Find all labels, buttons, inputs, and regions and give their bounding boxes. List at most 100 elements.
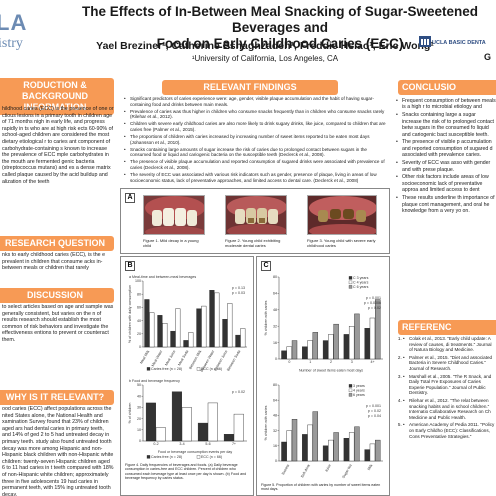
bar [201,305,207,348]
y-axis-label: % of children [128,403,132,424]
chart-title: a Meal-time and between-meal beverages [129,275,196,279]
authors: Yael Breziner¹, Catherine Eshaghzadeh¹, … [96,40,434,52]
why-relevant-text: ood caries (ECC) affect populations acro… [2,406,114,496]
legend-swatch [348,285,353,289]
x-tick-label: 5-6 [205,442,210,446]
x-tick-label: Meal Milk [139,349,150,364]
bar [183,340,189,348]
bar [162,323,168,348]
x-tick-label: Sweets [281,463,290,475]
ucla-basic-dental-logo: UCLA BASIC DENTA G [418,30,496,64]
conclusion-item: Snacks containing large a sugar increase… [396,112,496,138]
p-value-label: p = 0.001 [366,404,381,408]
conclusion-item: Other risk factors include areas of low … [396,174,496,193]
title-line-1: The Effects of In-Between Meal Snacking … [81,4,479,35]
conclusion-item: The presence of visible p accumulation a… [396,139,496,158]
x-tick-label: Meal Juice [164,350,176,367]
x-tick-label: 4+ [371,360,375,364]
bar [145,402,156,442]
references-header: REFERENC [398,320,496,335]
right-column: CONCLUSIO Frequent consumption of betwee… [392,72,496,496]
x-tick-label: Meal Water [151,349,164,367]
bar [364,449,370,462]
bar [157,315,163,348]
y-tick-label: 0 [139,439,141,443]
x-tick-label: 3-4 [179,442,184,446]
ucla-tower-icon [419,36,431,47]
left-column: RODUCTION & BACKGROUND INFORMATION hildh… [0,72,116,496]
bar [302,346,308,360]
legend-label: ECC (n = 66) [201,367,222,371]
findings-list: Significant predictors of caries experie… [124,96,388,184]
fig4-caption: Figure 4. Daily frequencies of beverages… [125,463,247,480]
legend-swatch [348,280,353,285]
title-line-2: Food on Early Childhood Caries (ECC) [156,36,404,51]
logo-left-sub: istry [0,36,23,51]
research-question-header: RESEARCH QUESTION [0,236,114,251]
chart-food-frequency: b Food and beverage frequency 0 10 20 30 40 50… [128,379,247,459]
conclusion-item: These results underline th importance of… [396,195,496,214]
bar [369,443,376,462]
x-tick-label: 0-2 [153,442,158,446]
bar [235,334,241,348]
x-tick-label: Meal Soda [177,350,189,367]
legend-label: Caries free (n = 28) [151,455,182,459]
tooth-photo-mild [143,195,205,235]
finding-item: The presence of visible plaque accumulat… [124,159,388,170]
y-tick-label: 64 [273,398,277,402]
bar [322,340,329,360]
y-tick-label: 80 [273,275,277,279]
legend-swatch [146,455,151,459]
research-question-text: nks to early childhood caries (ECC), is … [2,252,106,272]
x-axis-label: Number of sweet items eaten most days [299,369,363,373]
discussion-header: DISCUSSION [0,288,114,303]
bar [181,407,192,442]
bar [312,411,319,462]
y-tick-label: 100 [135,279,141,283]
legend-label: C 4 years [353,281,369,285]
legend-label: Caries free (n = 28) [151,367,182,371]
bar [291,340,298,360]
y-tick-label: 50 [137,383,141,387]
y-tick-label: 32 [273,324,277,328]
bar [333,432,339,462]
bar [343,438,350,462]
x-tick-label: Juice [324,463,332,472]
y-tick-label: 0 [275,459,277,463]
bar [281,441,287,462]
reference-item: Marshall et al., 2005. "The R Snack, and… [403,374,496,396]
legend-swatch [196,455,201,459]
bar [333,323,339,360]
chart-title: b Food and beverage frequency [129,379,180,383]
bar [171,391,182,442]
panel-b: B a Meal-time and between-meal beverages… [120,256,254,496]
bar [240,328,246,348]
bar [307,340,313,360]
y-tick-label: 32 [273,429,277,433]
logo-left-text: LA [0,10,28,35]
x-tick-label: 0 [288,360,290,364]
x-tick-label: 7+ [232,442,236,446]
y-tick-label: 40 [137,319,141,323]
p-value-label: p = 0.13 [232,286,245,290]
finding-item: Children with severe early childhood car… [124,121,388,132]
fig1-caption: Figure 1. Mild decay in a young child [143,238,199,248]
legend-label: 3 years [353,384,365,388]
middle-column: RELEVANT FINDINGS Significant predictors… [120,72,390,496]
discussion-text: to select articles based on age and samp… [2,304,114,343]
bar [354,426,360,462]
y-tick-label: 30 [137,406,141,410]
y-axis-label: % children with caries [264,300,268,335]
legend-swatch [348,276,353,280]
panel-c: C 0 16 32 48 64 80 % children with caries 0 1 2 3 4… [256,256,390,496]
bar [197,422,208,442]
conclusion-item: Severity of ECC was asso with gender and… [396,160,496,173]
bar [312,332,319,360]
legend-swatch [348,388,353,393]
bar [222,319,228,348]
bar [281,350,287,360]
y-tick-label: 48 [273,308,277,312]
reference-item: Rilehar et al., 2012. "The relat between… [403,398,496,420]
y-tick-label: 10 [137,428,141,432]
